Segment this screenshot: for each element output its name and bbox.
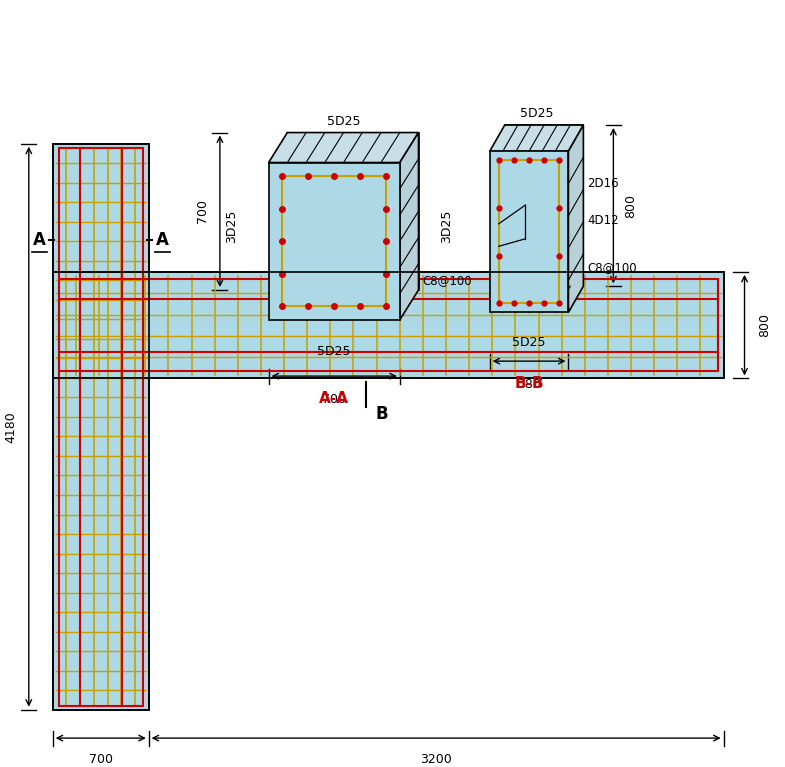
Text: B: B <box>375 405 388 423</box>
Text: 5D25: 5D25 <box>513 336 546 349</box>
Bar <box>498 160 560 304</box>
Polygon shape <box>400 133 418 320</box>
Text: 3D25: 3D25 <box>225 209 238 243</box>
Text: 5D25: 5D25 <box>520 107 553 120</box>
Text: 700: 700 <box>195 199 209 223</box>
Polygon shape <box>505 125 583 286</box>
Text: 800: 800 <box>758 313 771 337</box>
Bar <box>53 272 724 378</box>
Text: 380: 380 <box>517 377 541 390</box>
Text: 700: 700 <box>89 753 113 766</box>
Polygon shape <box>568 125 583 312</box>
Bar <box>490 151 568 312</box>
Polygon shape <box>490 125 583 151</box>
Text: 2D16: 2D16 <box>587 177 619 190</box>
Text: A: A <box>33 232 46 249</box>
Text: 700: 700 <box>322 393 346 406</box>
Bar <box>59 279 717 371</box>
Polygon shape <box>287 133 418 290</box>
Bar <box>282 176 386 306</box>
Bar <box>59 147 143 706</box>
Text: C8@100: C8@100 <box>422 274 472 287</box>
Text: 4180: 4180 <box>5 411 17 443</box>
Text: C8@100: C8@100 <box>587 261 637 274</box>
Text: 3200: 3200 <box>420 753 452 766</box>
Text: 5D25: 5D25 <box>317 345 351 358</box>
Text: B: B <box>375 229 388 247</box>
Text: 4D12: 4D12 <box>587 214 619 227</box>
Text: 5D25: 5D25 <box>327 115 360 128</box>
Text: A-A: A-A <box>319 391 349 406</box>
Bar <box>53 272 724 378</box>
Text: B-B: B-B <box>514 376 544 391</box>
Polygon shape <box>268 133 418 163</box>
Bar <box>268 163 400 320</box>
Text: 800: 800 <box>625 193 637 218</box>
Bar <box>53 143 148 709</box>
Text: 3D25: 3D25 <box>440 209 454 243</box>
Text: A: A <box>155 232 169 249</box>
Bar <box>53 143 148 709</box>
